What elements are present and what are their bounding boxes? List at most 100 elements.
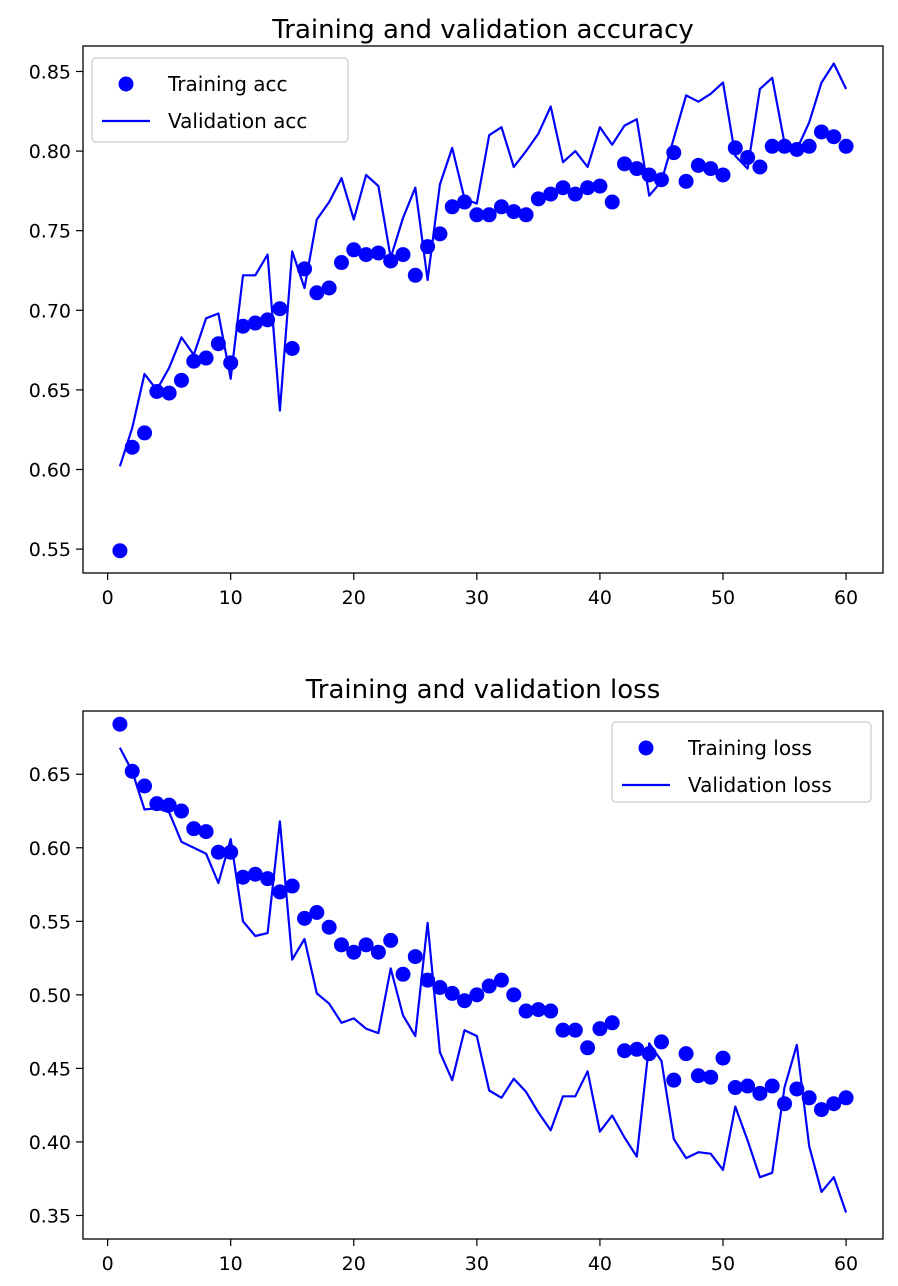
loss-data-point (395, 966, 411, 982)
accuracy-chart-title: Training and validation accuracy (271, 15, 694, 45)
accuracy-y-tick-label: 0.70 (29, 300, 71, 322)
accuracy-data-point (826, 129, 842, 145)
accuracy-data-point (703, 161, 719, 177)
accuracy-data-point (383, 253, 399, 269)
accuracy-y-tick-label: 0.60 (29, 460, 71, 482)
loss-y-tick-label: 0.35 (29, 1205, 71, 1227)
accuracy-data-point (678, 173, 694, 189)
accuracy-data-point (555, 180, 571, 196)
accuracy-x-tick-label: 50 (711, 587, 735, 609)
accuracy-data-point (198, 350, 214, 366)
loss-data-point (346, 944, 362, 960)
loss-data-point (149, 796, 165, 812)
loss-data-point (358, 937, 374, 953)
accuracy-data-point (444, 199, 460, 215)
loss-data-point (260, 871, 276, 887)
loss-legend-label: Training loss (687, 736, 812, 760)
loss-data-point (420, 972, 436, 988)
loss-data-point (284, 878, 300, 894)
accuracy-data-point (469, 207, 485, 223)
loss-data-point (752, 1085, 768, 1101)
loss-legend (611, 721, 872, 803)
loss-data-point (444, 985, 460, 1001)
accuracy-data-point (333, 255, 349, 271)
accuracy-x-tick-label: 60 (834, 587, 858, 609)
accuracy-data-point (813, 124, 829, 140)
accuracy-data-point (149, 383, 165, 399)
accuracy-data-point (752, 159, 768, 175)
loss-data-point (567, 1022, 583, 1038)
accuracy-x-tick-label: 20 (342, 587, 366, 609)
accuracy-data-point (740, 149, 756, 165)
accuracy-data-point (186, 353, 202, 369)
loss-data-point (777, 1096, 793, 1112)
loss-data-point (321, 919, 337, 935)
accuracy-data-point (346, 242, 362, 258)
accuracy-data-point (543, 186, 559, 202)
accuracy-data-point (432, 226, 448, 242)
accuracy-y-tick-label: 0.75 (29, 221, 71, 243)
loss-data-point (580, 1040, 596, 1056)
loss-data-point (235, 869, 251, 885)
accuracy-data-point (124, 439, 140, 455)
accuracy-data-point (407, 267, 423, 283)
accuracy-data-point (173, 372, 189, 388)
loss-data-point (309, 904, 325, 920)
accuracy-data-point (481, 207, 497, 223)
accuracy-data-point (223, 355, 239, 371)
loss-data-point (457, 993, 473, 1009)
loss-data-point (592, 1021, 608, 1037)
loss-x-tick-label: 50 (711, 1253, 735, 1275)
loss-x-tick-label: 30 (465, 1253, 489, 1275)
loss-plot-frame (82, 710, 884, 1240)
loss-data-point (715, 1050, 731, 1066)
accuracy-y-tick-label: 0.55 (29, 539, 71, 561)
accuracy-data-point (629, 161, 645, 177)
accuracy-data-point (727, 140, 743, 156)
loss-y-tick-label: 0.55 (29, 911, 71, 933)
accuracy-data-point (764, 138, 780, 154)
loss-data-point (727, 1080, 743, 1096)
accuracy-legend-label: Training acc (167, 72, 288, 96)
loss-data-point (801, 1090, 817, 1106)
accuracy-plot-frame (82, 45, 884, 574)
loss-data-point (690, 1068, 706, 1084)
loss-legend-label: Validation loss (688, 773, 832, 797)
loss-data-point (297, 910, 313, 926)
loss-y-tick-label: 0.50 (29, 985, 71, 1007)
loss-series-line (118, 747, 848, 1213)
accuracy-data-point (617, 156, 633, 172)
accuracy-chart: Training and validation accuracy 0 10 20 30… (29, 15, 884, 609)
loss-data-point (137, 778, 153, 794)
loss-data-point (383, 932, 399, 948)
loss-data-point (469, 987, 485, 1003)
accuracy-data-point (715, 167, 731, 183)
accuracy-series-line (118, 62, 848, 467)
loss-data-point (666, 1072, 682, 1088)
loss-data-point (112, 716, 128, 732)
loss-data-point (518, 1003, 534, 1019)
accuracy-x-tick-label: 0 (102, 587, 114, 609)
loss-data-point (543, 1003, 559, 1019)
accuracy-data-point (506, 204, 522, 220)
accuracy-data-point (309, 285, 325, 301)
loss-x-tick-label: 20 (342, 1253, 366, 1275)
accuracy-x-tick-label: 30 (465, 587, 489, 609)
loss-chart-title: Training and validation loss (305, 675, 661, 705)
loss-x-tick-label: 10 (219, 1253, 243, 1275)
loss-data-point (617, 1043, 633, 1059)
loss-data-point (210, 844, 226, 860)
accuracy-data-point (567, 186, 583, 202)
accuracy-data-point (247, 315, 263, 331)
loss-data-point (653, 1034, 669, 1050)
loss-x-tick-label: 60 (834, 1253, 858, 1275)
accuracy-data-point (604, 194, 620, 210)
loss-data-point (764, 1078, 780, 1094)
loss-data-point (247, 866, 263, 882)
accuracy-data-point (592, 178, 608, 194)
loss-data-point (370, 944, 386, 960)
accuracy-data-point (580, 180, 596, 196)
accuracy-data-point (210, 336, 226, 352)
loss-data-point (789, 1081, 805, 1097)
